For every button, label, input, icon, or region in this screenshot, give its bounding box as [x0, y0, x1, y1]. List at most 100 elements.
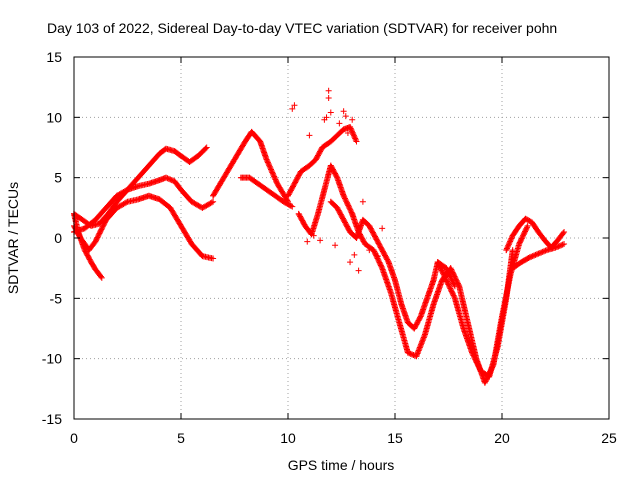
- data-point: [449, 289, 456, 296]
- data-point: [445, 281, 452, 288]
- outlier-point: [342, 113, 349, 120]
- data-point: [450, 292, 457, 299]
- outlier-point: [306, 132, 313, 139]
- outlier-point: [344, 130, 351, 137]
- data-point: [449, 269, 456, 276]
- data-point: [521, 229, 528, 236]
- data-point: [470, 352, 477, 359]
- series-arc-F: [237, 174, 295, 209]
- data-point: [522, 228, 529, 235]
- data-point: [522, 227, 529, 234]
- data-point: [345, 202, 352, 209]
- data-point: [99, 225, 106, 232]
- chart-title: Day 103 of 2022, Sidereal Day-to-day VTE…: [47, 20, 557, 36]
- outlier-point: [347, 259, 354, 266]
- y-tick-label: 0: [54, 230, 62, 246]
- data-point: [448, 266, 455, 273]
- data-point: [443, 277, 450, 284]
- data-point: [93, 235, 100, 242]
- x-tick-label: 15: [387, 430, 403, 446]
- series-arc-G: [285, 123, 359, 199]
- data-point: [525, 254, 532, 261]
- data-point: [451, 293, 458, 300]
- data-point: [353, 138, 360, 145]
- data-point: [520, 232, 527, 239]
- data-point: [518, 236, 525, 243]
- data-point: [559, 241, 566, 248]
- data-point: [442, 275, 449, 282]
- data-point: [472, 357, 479, 364]
- outlier-point: [304, 238, 311, 245]
- series-arc-H: [295, 162, 355, 238]
- data-point: [98, 274, 105, 281]
- data-point: [445, 282, 452, 289]
- y-tick-label: 5: [54, 170, 62, 186]
- data-point: [516, 241, 523, 248]
- data-point: [449, 291, 456, 298]
- data-point: [516, 239, 523, 246]
- y-tick-label: 15: [46, 49, 62, 65]
- data-point: [343, 198, 350, 205]
- data-point: [93, 237, 100, 244]
- data-point: [95, 231, 102, 238]
- data-point: [340, 192, 347, 199]
- data-point: [384, 257, 391, 264]
- data-point: [342, 196, 349, 203]
- y-axis-label: SDTVAR / TECUs: [5, 182, 21, 294]
- data-point: [96, 230, 103, 237]
- data-point: [446, 284, 453, 291]
- data-point: [98, 226, 105, 233]
- data-point: [454, 280, 461, 287]
- data-point: [509, 247, 516, 254]
- data-point: [448, 267, 455, 274]
- data-point: [352, 137, 359, 144]
- data-point: [451, 273, 458, 280]
- data-point: [517, 238, 524, 245]
- data-point: [524, 222, 531, 229]
- data-point: [473, 359, 480, 366]
- outlier-point: [340, 108, 347, 115]
- data-point: [444, 280, 451, 287]
- data-point: [560, 230, 567, 237]
- y-tick-label: 10: [46, 109, 62, 125]
- data-point: [92, 238, 99, 245]
- data-point: [518, 235, 525, 242]
- y-tick-label: -15: [42, 411, 62, 427]
- data-point: [344, 201, 351, 208]
- data-point: [523, 225, 530, 232]
- data-point: [97, 227, 104, 234]
- data-point: [444, 278, 451, 285]
- data-point: [447, 285, 454, 292]
- data-point: [440, 270, 447, 277]
- x-tick-label: 10: [280, 430, 296, 446]
- outlier-point: [351, 251, 358, 258]
- data-point: [333, 173, 340, 180]
- data-point: [469, 349, 476, 356]
- data-point: [452, 276, 459, 283]
- outlier-point: [332, 242, 339, 249]
- x-axis-label: GPS time / hours: [288, 457, 395, 473]
- x-tick-label: 0: [70, 430, 78, 446]
- data-point: [210, 198, 217, 205]
- data-point: [439, 268, 446, 275]
- data-point: [202, 145, 209, 152]
- outlier-point: [310, 232, 317, 239]
- data-point: [453, 277, 460, 284]
- data-point: [347, 208, 354, 215]
- outlier-points: [289, 87, 386, 274]
- series-arc-D: [71, 210, 104, 280]
- data-point: [123, 199, 130, 206]
- outlier-point: [325, 95, 332, 102]
- data-point: [471, 353, 478, 360]
- data-point: [438, 267, 445, 274]
- x-tick-label: 5: [177, 430, 185, 446]
- series-arc-E: [210, 128, 291, 204]
- data-point: [481, 379, 488, 386]
- outlier-point: [323, 114, 330, 121]
- data-point: [561, 228, 568, 235]
- data-point: [99, 223, 106, 230]
- data-point: [561, 241, 568, 248]
- data-point: [438, 266, 445, 273]
- outlier-point: [349, 116, 356, 123]
